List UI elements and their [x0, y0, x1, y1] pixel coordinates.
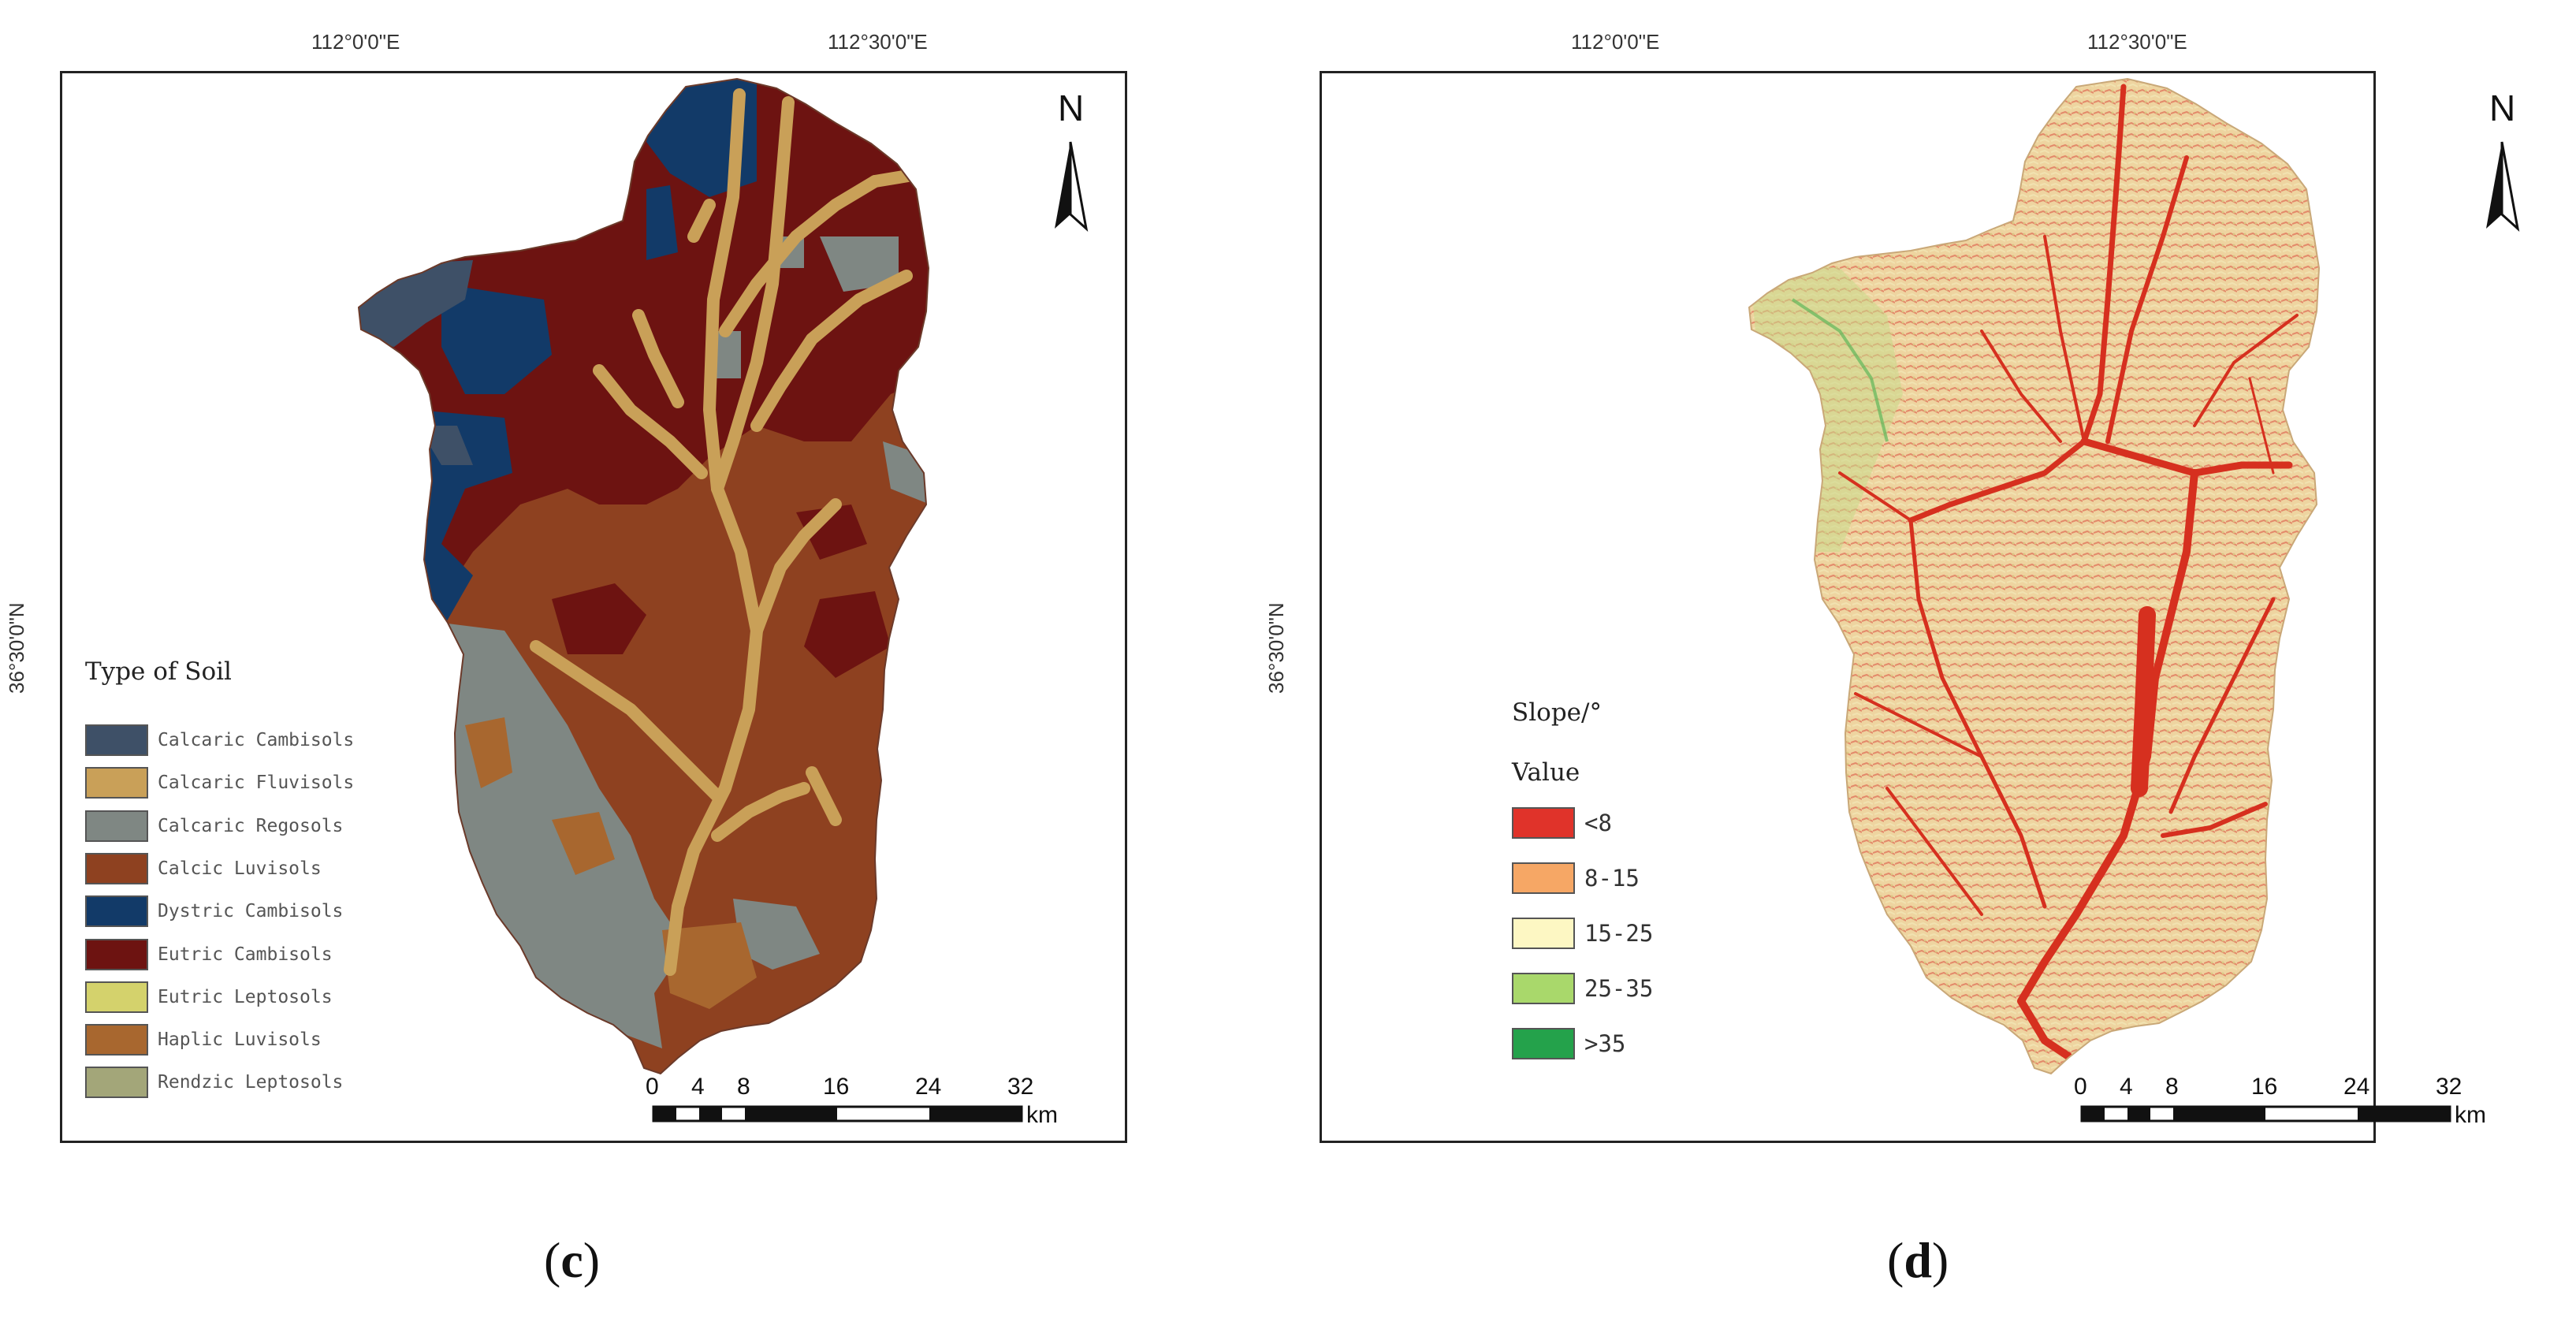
panel-caption: (c): [544, 1232, 601, 1288]
scale-bar-tick-label: 24: [2343, 1074, 2370, 1100]
soil-region-calcaric-regosols: [820, 236, 899, 292]
legend-label: Haplic Luvisols: [158, 1029, 322, 1051]
soil-map-canvas: [358, 78, 1089, 1123]
panel-caption: (d): [1887, 1232, 1949, 1288]
scale-bar-tick-label: 24: [915, 1074, 942, 1100]
slope-map-canvas: [1748, 78, 2520, 1123]
soil-region-haplic-luvisols: [465, 717, 512, 788]
scale-bar-tick-label: 16: [2251, 1074, 2278, 1100]
scale-bar: [2080, 1105, 2451, 1123]
legend-swatch: [1512, 1028, 1575, 1059]
soil-region-haplic-luvisols: [662, 922, 757, 1009]
legend-item: Calcaric Cambisols: [85, 724, 354, 757]
legend-item: Dystric Cambisols: [85, 895, 343, 928]
longitude-tick-label: 112°0'0"E: [311, 30, 400, 54]
soil-region-dystric-cambisols: [646, 185, 678, 260]
legend-item: Calcic Luvisols: [85, 852, 322, 885]
legend-label: Rendzic Leptosols: [158, 1072, 344, 1093]
legend-label: 25-35: [1584, 975, 1654, 1002]
legend-item: Calcaric Regosols: [85, 810, 343, 843]
legend-item: 15-25: [1512, 917, 1653, 950]
legend-item: Calcaric Fluvisols: [85, 766, 354, 799]
soil-region-eutric-cambisols: [804, 591, 891, 678]
legend-label: 8-15: [1584, 865, 1640, 892]
legend-subtitle: Value: [1512, 758, 1580, 787]
scale-bar-tick-label: 8: [737, 1074, 750, 1100]
scale-bar-tick-label: 4: [691, 1074, 705, 1100]
legend-swatch: [85, 852, 148, 884]
scale-bar-unit: km: [1026, 1102, 1058, 1128]
legend-swatch: [1512, 973, 1575, 1004]
longitude-tick-label: 112°30'0"E: [828, 30, 928, 54]
legend-item: >35: [1512, 1027, 1625, 1060]
legend-item: 25-35: [1512, 972, 1653, 1005]
legend-swatch: [85, 981, 148, 1013]
legend-label: <8: [1584, 810, 1612, 836]
legend-label: Eutric Leptosols: [158, 986, 333, 1007]
soil-region-dystric-cambisols: [441, 284, 552, 394]
longitude-tick-label: 112°30'0"E: [2087, 30, 2187, 54]
latitude-tick-label: 36°30'0"N: [1264, 602, 1288, 694]
scale-bar-unit: km: [2455, 1102, 2486, 1128]
legend-swatch: [85, 767, 148, 799]
legend-label: 15-25: [1584, 920, 1654, 947]
legend-swatch: [85, 895, 148, 928]
legend-swatch: [1512, 807, 1575, 839]
scale-bar-tick-label: 4: [2120, 1074, 2133, 1100]
legend-label: Calcic Luvisols: [158, 858, 322, 879]
north-arrow-icon: [1055, 141, 1089, 233]
north-arrow-icon: [2486, 141, 2520, 233]
legend-label: Calcaric Regosols: [158, 815, 344, 836]
scale-bar-tick-label: 32: [2436, 1074, 2462, 1100]
soil-region-calcaric-regosols: [733, 899, 820, 970]
legend-swatch: [85, 1067, 148, 1099]
legend-item: 8-15: [1512, 862, 1640, 895]
scale-bar-tick-label: 16: [823, 1074, 850, 1100]
slope-raster: [1749, 79, 2319, 1074]
legend-title: Type of Soil: [85, 657, 232, 686]
legend-swatch: [1512, 862, 1575, 894]
legend-item: Eutric Leptosols: [85, 981, 333, 1014]
scale-bar-tick-label: 0: [646, 1074, 659, 1100]
legend-label: Dystric Cambisols: [158, 901, 344, 922]
legend-swatch: [85, 1024, 148, 1056]
scale-bar-tick-label: 8: [2165, 1074, 2179, 1100]
map-panel-c: 112°0'0"E 112°30'0"E 36°30'0"N: [5, 30, 1127, 1288]
legend-label: Calcaric Cambisols: [158, 730, 355, 750]
soil-region-eutric-cambisols: [552, 583, 646, 654]
scale-bar-tick-label: 32: [1007, 1074, 1034, 1100]
north-arrow-label: N: [2489, 87, 2516, 128]
legend-swatch: [1512, 918, 1575, 949]
legend-swatch: [85, 724, 148, 756]
soil-region-haplic-luvisols: [552, 812, 615, 875]
legend-title: Slope/°: [1512, 698, 1602, 727]
legend-item: <8: [1512, 806, 1612, 840]
legend-label: >35: [1584, 1030, 1626, 1057]
slope-region-valley-floors: [1838, 84, 2299, 1060]
scale-bar: [652, 1105, 1023, 1123]
longitude-tick-label: 112°0'0"E: [1571, 30, 1660, 54]
soil-region-dystric-cambisols: [410, 410, 512, 631]
legend-item: Rendzic Leptosols: [85, 1066, 343, 1099]
legend-label: Eutric Cambisols: [158, 944, 333, 965]
legend-label: Calcaric Fluvisols: [158, 773, 355, 794]
legend-swatch: [85, 938, 148, 970]
scale-bar-tick-label: 0: [2074, 1074, 2087, 1100]
map-panel-d: 112°0'0"E 112°30'0"E 36°30'0"N: [1264, 0, 2576, 1318]
legend-swatch: [85, 810, 148, 842]
slope-region-steep: [1791, 298, 1889, 442]
legend-item: Eutric Cambisols: [85, 938, 333, 971]
soil-region-calcaric-fluvisols: [530, 88, 929, 976]
legend-item: Haplic Luvisols: [85, 1023, 322, 1056]
north-arrow-label: N: [1058, 87, 1085, 128]
